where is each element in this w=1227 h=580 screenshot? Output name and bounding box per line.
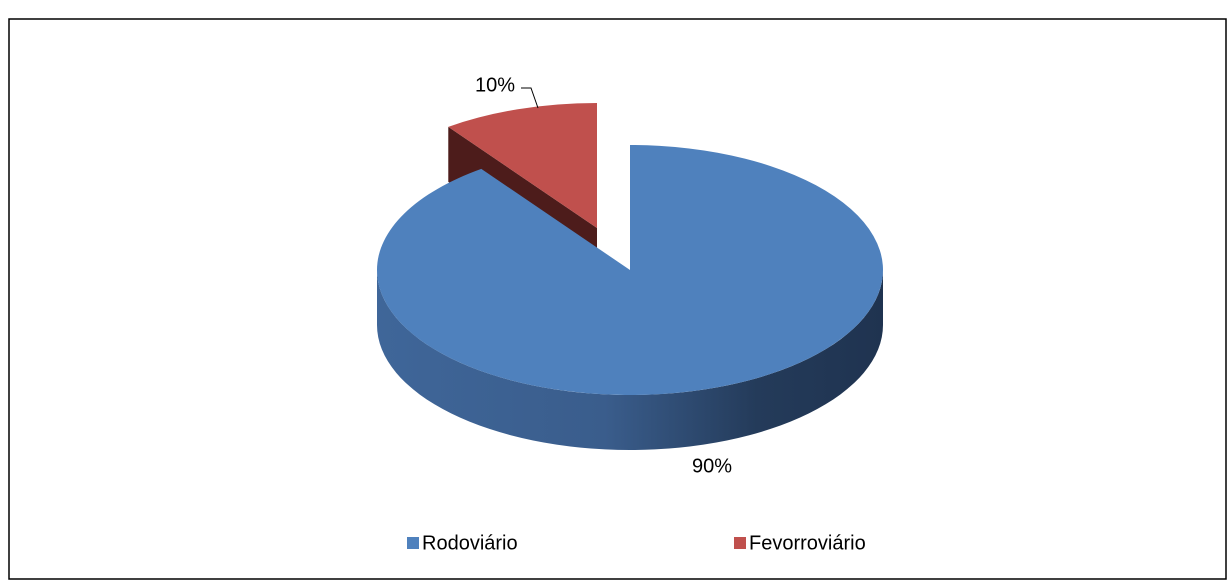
pie-slice [448, 103, 597, 228]
leader-line [521, 87, 539, 109]
pie-slice [376, 145, 883, 395]
data-label: 90% [692, 455, 732, 477]
legend-label: Fevorroviário [749, 532, 866, 554]
legend-swatch [407, 537, 419, 549]
data-label: 10% [475, 74, 515, 96]
legend-label: Rodoviário [422, 532, 518, 554]
pie-slice-side [377, 270, 883, 450]
legend-swatch [734, 537, 746, 549]
